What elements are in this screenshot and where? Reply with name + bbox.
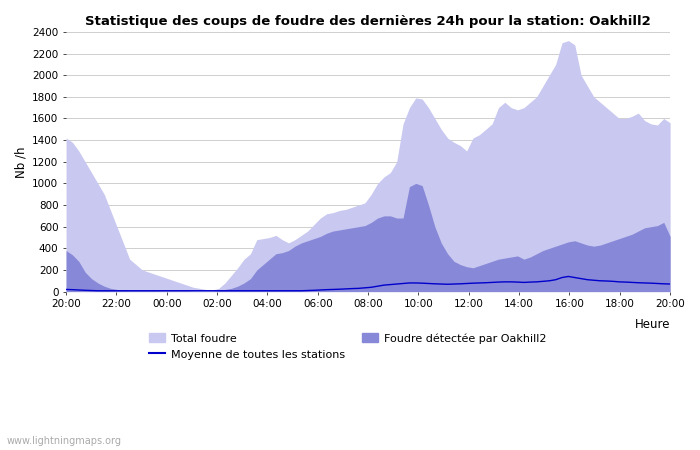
Y-axis label: Nb /h: Nb /h [15,146,28,177]
Text: www.lightningmaps.org: www.lightningmaps.org [7,436,122,446]
Legend: Total foudre, Moyenne de toutes les stations, Foudre détectée par Oakhill2: Total foudre, Moyenne de toutes les stat… [144,328,551,364]
Title: Statistique des coups de foudre des dernières 24h pour la station: Oakhill2: Statistique des coups de foudre des dern… [85,15,651,28]
Text: Heure: Heure [635,318,670,331]
